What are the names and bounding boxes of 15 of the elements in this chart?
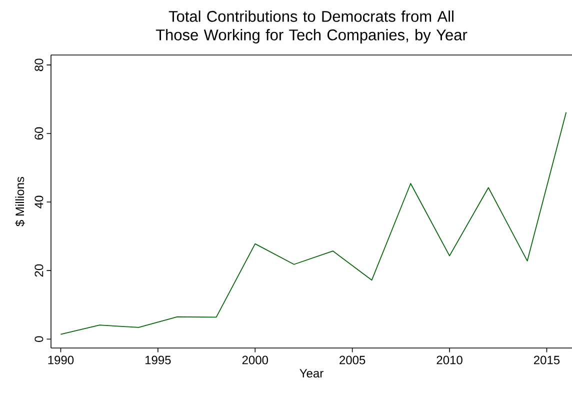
x-tick-label: 2015 [534, 356, 560, 364]
y-tick-label: 60 [34, 127, 44, 140]
line-series [60, 112, 567, 335]
chart-title: Total Contributions to Democrats from All Those Working for Tech Companies, by Year [156, 10, 468, 44]
y-tick-label: 0 [34, 336, 44, 342]
y-tick-label: 20 [34, 264, 44, 277]
x-axis-title: Year [300, 369, 324, 378]
y-axis-title: $ Millions [15, 176, 25, 226]
y-tick-label: 40 [34, 196, 44, 208]
x-tick-label: 2000 [242, 356, 268, 364]
x-tick-label: 1995 [145, 356, 171, 364]
x-tick-label: 2005 [340, 356, 366, 364]
y-tick-label: 80 [34, 58, 44, 72]
x-tick-label: 2010 [436, 356, 462, 364]
x-tick-label: 1990 [48, 356, 74, 364]
